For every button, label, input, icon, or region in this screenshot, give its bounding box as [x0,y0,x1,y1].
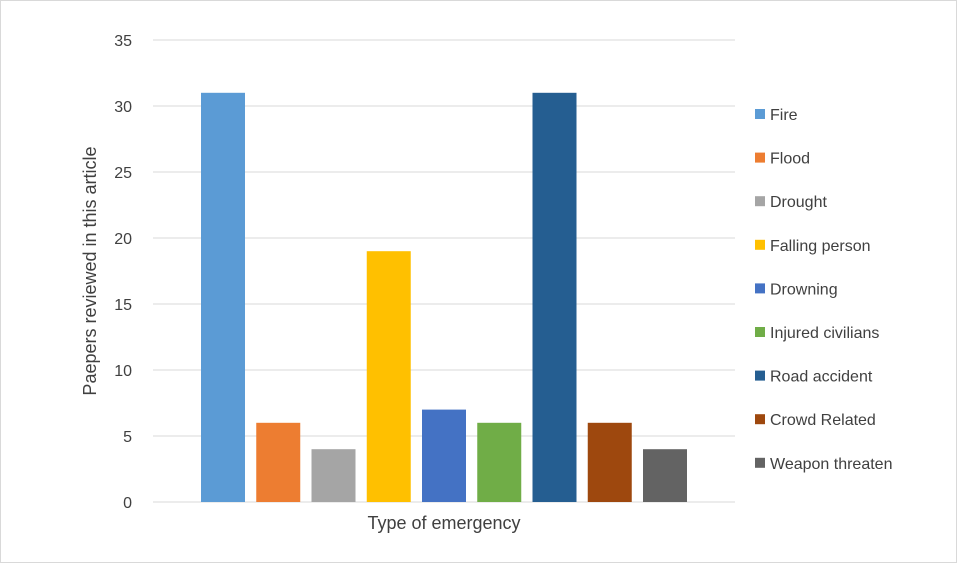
legend-item: Drought [755,194,827,211]
legend-item: Drowning [755,281,838,298]
bar [256,422,301,502]
legend-item: Weapon threaten [755,456,892,473]
bar [311,449,356,502]
legend-label: Road accident [770,369,873,386]
legend-item: Road accident [755,369,873,386]
legend-item: Crowd Related [755,412,876,429]
y-tick-label: 35 [114,33,132,50]
legend-item: Flood [755,151,810,168]
bar [422,409,466,502]
legend-swatch [755,414,765,425]
legend-item: Injured civilians [755,325,879,342]
y-tick-label: 0 [123,495,132,512]
legend-item: Falling person [755,238,871,255]
y-tick-label: 30 [114,99,132,116]
legend-label: Drought [770,194,827,211]
bars [201,92,687,503]
y-tick-label: 5 [123,429,132,446]
legend-label: Flood [770,151,810,168]
y-axis-title: Paepers reviewed in this article [80,146,100,395]
gridlines [153,39,735,503]
bar [532,92,577,503]
y-axis-ticks: 0 5 10 15 20 25 30 35 [114,33,132,512]
bar [643,449,687,502]
legend-swatch [755,196,765,207]
legend-label: Weapon threaten [770,456,892,473]
legend: Fire Flood Drought Falling person Drowning In… [755,107,892,473]
legend-label: Falling person [770,238,871,255]
x-axis-title: Type of emergency [367,513,520,533]
y-tick-label: 15 [114,297,132,314]
y-tick-label: 20 [114,231,132,248]
legend-label: Injured civilians [770,325,879,342]
legend-swatch [755,239,765,250]
legend-swatch [755,327,765,337]
bar [477,422,522,502]
legend-swatch [755,370,765,381]
legend-item: Fire [755,107,798,124]
y-tick-label: 25 [114,165,132,182]
legend-label: Drowning [770,281,838,298]
legend-swatch [755,152,765,163]
legend-swatch [755,283,765,294]
y-tick-label: 10 [114,363,132,380]
legend-swatch [755,457,765,468]
bar [587,422,632,502]
bar [201,92,245,503]
bar [366,251,411,502]
legend-label: Fire [770,107,798,124]
legend-label: Crowd Related [770,412,876,429]
legend-swatch [755,109,765,119]
